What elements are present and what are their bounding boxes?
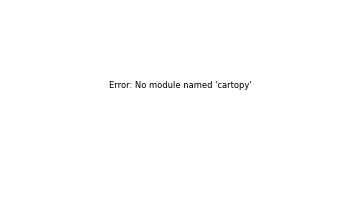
- Text: Error: No module named 'cartopy': Error: No module named 'cartopy': [109, 81, 251, 90]
